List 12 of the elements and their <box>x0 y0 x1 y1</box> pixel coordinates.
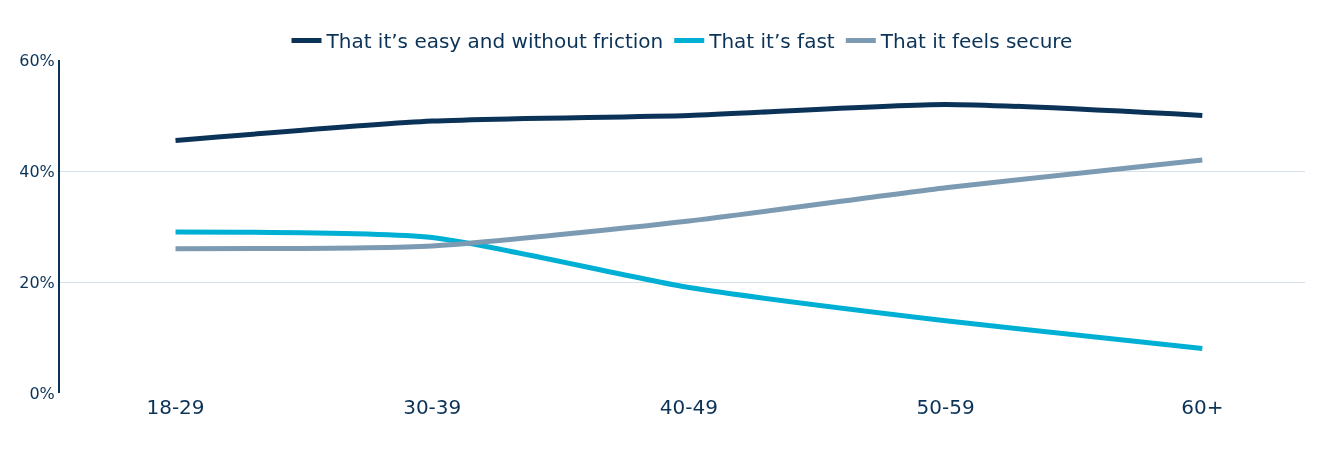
y-tick-label: 60% <box>19 50 55 70</box>
x-tick-label: 50-59 <box>916 395 975 419</box>
legend-label: That it feels secure <box>879 29 1073 54</box>
x-tick-label: 40-49 <box>659 395 718 419</box>
x-tick-label: 60+ <box>1181 395 1224 419</box>
y-tick-label: 40% <box>19 161 55 181</box>
y-tick-label: 0% <box>29 383 55 403</box>
y-tick-label: 20% <box>19 272 55 292</box>
x-tick-label: 30-39 <box>403 395 462 419</box>
x-tick-label: 18-29 <box>146 395 205 419</box>
legend-label: That it’s easy and without friction <box>325 29 664 54</box>
legend-label: That it’s fast <box>708 29 835 54</box>
